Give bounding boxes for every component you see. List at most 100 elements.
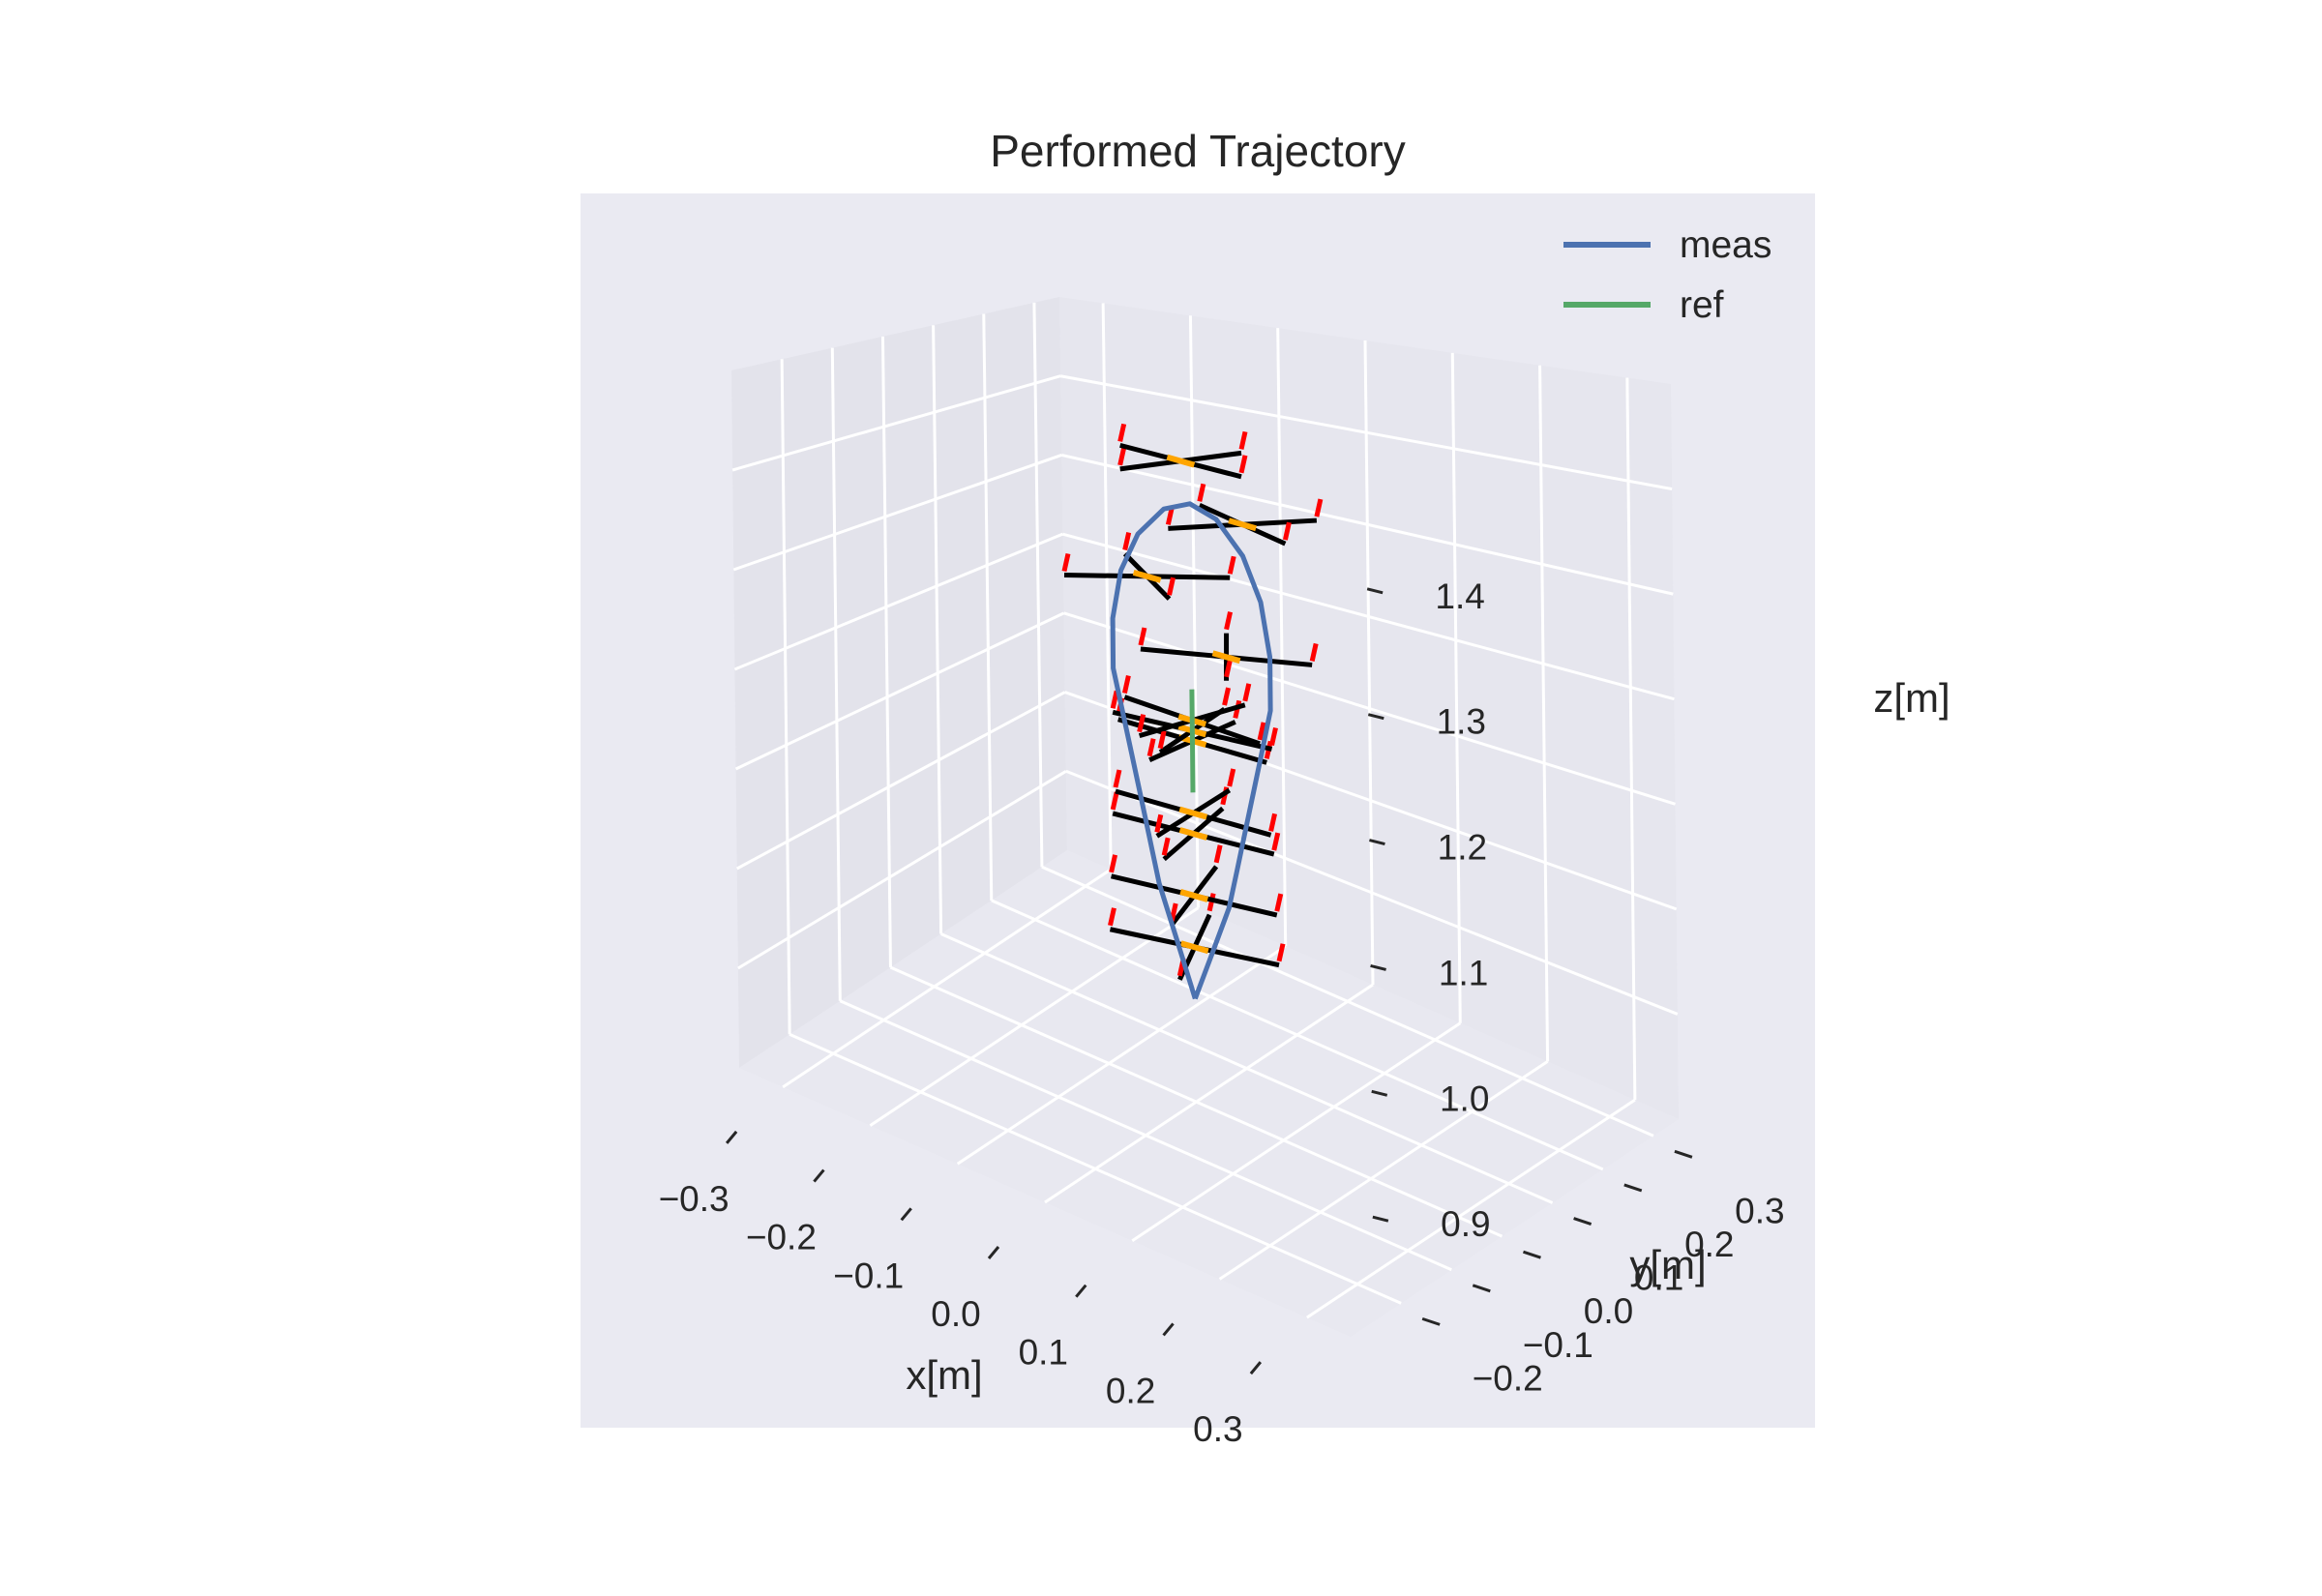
legend: meas ref	[1563, 224, 1771, 326]
rotor-marker	[1309, 642, 1319, 662]
x-tick	[813, 1168, 825, 1183]
z-tick	[1372, 1215, 1389, 1223]
rotor-marker	[1227, 768, 1236, 787]
rotor-marker	[1167, 576, 1176, 596]
y-tick	[1522, 1250, 1541, 1259]
rotor-marker	[1138, 627, 1147, 646]
chart-title: Performed Trajectory	[990, 126, 1405, 176]
grid-line	[1062, 532, 1675, 701]
rotor-marker	[1109, 854, 1118, 873]
body-frame	[1108, 893, 1286, 981]
rotor-marker	[1165, 506, 1175, 525]
rotor-marker	[1146, 738, 1156, 757]
y-tick-label: 0.0	[1584, 1291, 1633, 1331]
y-tick	[1421, 1316, 1441, 1326]
grid-line	[733, 532, 1064, 671]
rotor-marker	[1274, 893, 1284, 912]
grid-line	[880, 336, 892, 968]
legend-label-meas: meas	[1680, 224, 1771, 266]
rotor-marker	[1117, 423, 1127, 442]
rotor-marker	[1137, 714, 1146, 733]
rotor-marker	[1238, 430, 1248, 450]
grid-line	[1059, 374, 1673, 491]
body-frame	[1165, 483, 1324, 547]
heading-marker	[1179, 940, 1209, 955]
rotor-marker	[1161, 837, 1171, 856]
rotor-marker	[1122, 532, 1132, 551]
z-tick	[1369, 839, 1385, 846]
x-tick-label: −0.1	[833, 1256, 904, 1295]
heading-marker	[1178, 827, 1208, 841]
z-tick	[1371, 1089, 1388, 1097]
y-tick	[1472, 1284, 1491, 1293]
rotor-marker	[1110, 690, 1119, 709]
rotor-marker	[1238, 455, 1248, 474]
x-tick-label: −0.3	[659, 1179, 729, 1219]
body-frame	[1117, 423, 1248, 480]
x-tick-label: 0.0	[931, 1294, 980, 1334]
rotor-marker	[1282, 521, 1292, 541]
rotor-marker	[1113, 769, 1122, 788]
y-tick-label: 0.1	[1634, 1258, 1683, 1298]
x-tick-label: 0.3	[1193, 1409, 1242, 1449]
y-tick-label: −0.1	[1523, 1325, 1593, 1365]
z-tick	[1370, 963, 1386, 971]
back-pane-left	[731, 297, 1067, 1068]
rotor-marker	[1227, 555, 1236, 575]
z-tick-label: 1.0	[1440, 1079, 1489, 1118]
rotor-marker	[1197, 483, 1206, 502]
grid-line	[932, 325, 943, 934]
rotor-marker	[1314, 498, 1324, 517]
rotor-marker	[1117, 447, 1127, 466]
x-tick-label: 0.1	[1019, 1333, 1068, 1373]
y-tick	[1623, 1183, 1643, 1193]
body-frame	[1061, 532, 1236, 601]
grid-line	[1032, 302, 1044, 868]
y-tick-label: 0.2	[1684, 1225, 1734, 1264]
rotor-marker	[1269, 726, 1278, 747]
series-line-ref	[1189, 689, 1196, 793]
rotor-marker	[1224, 659, 1233, 678]
x-tick-label: −0.2	[746, 1218, 817, 1257]
rotor-marker	[1154, 813, 1164, 833]
grid-lines	[731, 302, 1679, 1319]
body-frame	[1109, 844, 1284, 927]
grid-line	[1538, 365, 1550, 1062]
z-tick-label: 1.3	[1437, 702, 1486, 742]
grid-line	[830, 347, 842, 1001]
heading-marker	[1228, 517, 1257, 532]
grid-line	[889, 965, 1503, 1238]
grid-line	[1041, 865, 1654, 1138]
grid-line	[780, 359, 791, 1035]
rotor-marker	[1110, 791, 1119, 811]
x-tick	[987, 1246, 1000, 1259]
grid-line	[1065, 769, 1679, 1016]
grid-line	[736, 691, 1066, 871]
body-frame	[1138, 611, 1319, 681]
grid-line	[1063, 611, 1677, 806]
rotor-marker	[1061, 552, 1071, 573]
x-tick	[1075, 1284, 1087, 1298]
rotor-marker	[1108, 907, 1116, 927]
rotor-marker	[1271, 832, 1281, 851]
grid-line	[732, 454, 1062, 572]
x-tick	[1162, 1322, 1175, 1337]
y-tick	[1573, 1217, 1593, 1226]
legend-label-ref: ref	[1680, 284, 1724, 326]
grid-line	[782, 868, 1112, 1089]
grid-line	[1306, 1098, 1636, 1319]
grid-line	[1218, 1060, 1549, 1281]
grid-line	[789, 1033, 1402, 1305]
grid-line	[1131, 1021, 1462, 1242]
y-tick-label: −0.2	[1473, 1358, 1543, 1398]
x-tick	[900, 1207, 912, 1222]
grid-line	[991, 899, 1604, 1171]
z-tick-label: 1.2	[1438, 828, 1487, 868]
plot-area	[1061, 423, 1324, 1000]
rotor-marker	[1213, 844, 1223, 864]
grid-line	[1101, 303, 1113, 870]
rotor-marker	[1242, 683, 1252, 702]
heading-marker	[1132, 569, 1162, 583]
series-line-meas	[1110, 501, 1273, 1000]
